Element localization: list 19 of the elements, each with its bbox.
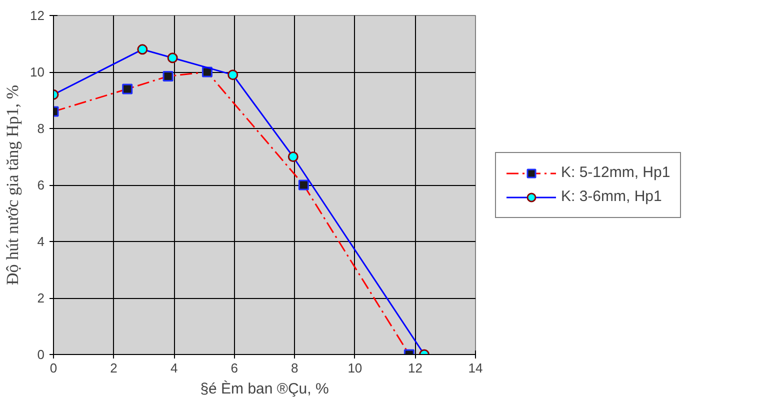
y-tick-label: 12 — [30, 8, 45, 23]
x-axis-title: §é Èm ban ®Çu, % — [200, 380, 329, 398]
y-tick-label: 8 — [37, 121, 45, 136]
y-tick-label: 4 — [37, 234, 45, 249]
y-axis-title: Độ hút nước gia tăng Hp1, % — [3, 85, 22, 285]
x-tick-label: 8 — [291, 360, 298, 376]
y-tick-label: 2 — [37, 290, 45, 306]
legend-label: K: 5-12mm, Hp1 — [561, 164, 670, 181]
x-tick-label: 4 — [170, 360, 178, 376]
x-tick-label: 2 — [110, 360, 118, 376]
y-tick-label: 0 — [37, 347, 45, 362]
x-tick-label: 10 — [348, 360, 362, 376]
x-tick-label: 12 — [408, 360, 422, 376]
x-tick-label: 0 — [50, 360, 58, 376]
y-tick-label: 6 — [37, 178, 45, 192]
x-tick-label: 6 — [230, 360, 238, 376]
x-tick-label: 14 — [468, 360, 483, 376]
y-tick-label: 10 — [30, 64, 45, 80]
legend-label: K: 3-6mm, Hp1 — [561, 188, 662, 205]
